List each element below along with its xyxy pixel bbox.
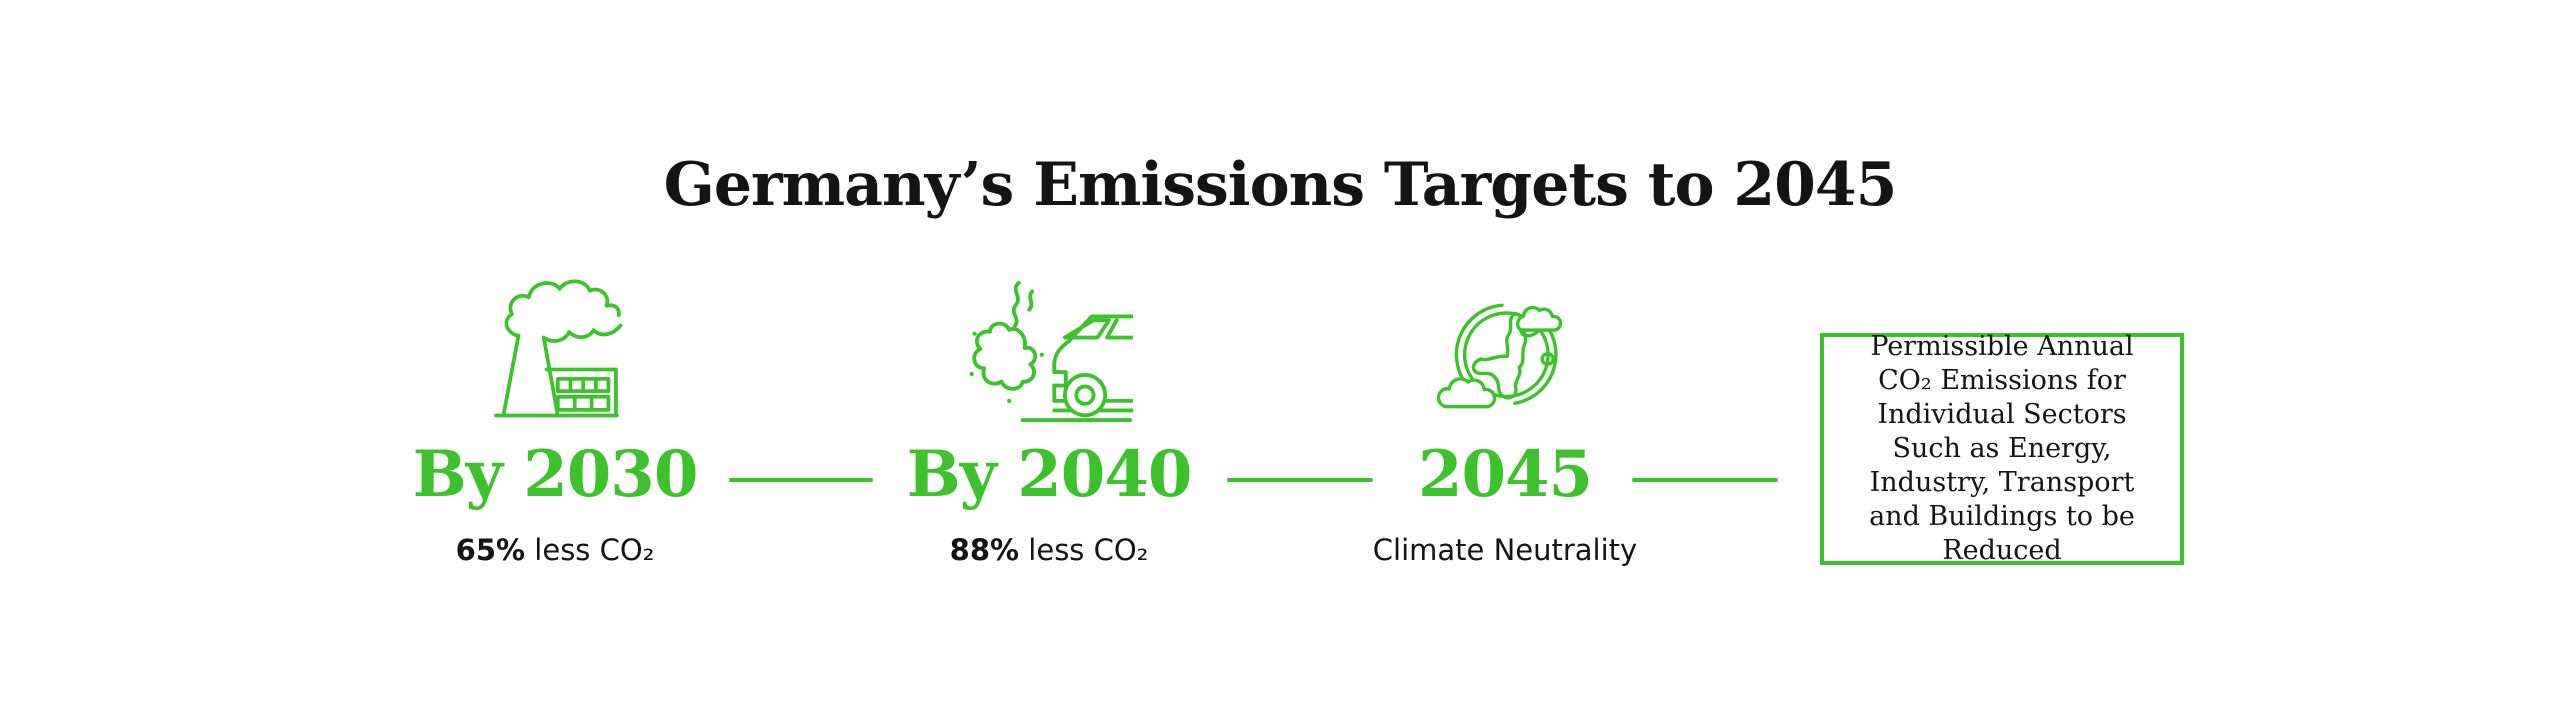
milestone-2040: By 2040 88% less CO₂ <box>839 272 1259 566</box>
stat-bold: 65% <box>455 533 526 567</box>
stat-label: 65% less CO₂ <box>456 534 655 566</box>
factory-smoke-icon <box>484 272 626 422</box>
car-exhaust-icon <box>969 280 1133 422</box>
connector-line-3 <box>1632 478 1778 482</box>
globe-clouds-icon <box>1436 303 1562 409</box>
stat-text: less CO₂ <box>1019 533 1149 567</box>
note-text: Permissible Annual CO₂ Emissions for Ind… <box>1869 331 2135 566</box>
year-label: 2045 <box>1417 437 1593 512</box>
stat-text: less CO₂ <box>525 533 655 567</box>
globe-clouds-icon <box>1433 272 1578 422</box>
stat-bold: 88% <box>949 533 1020 567</box>
page-title: Germany’s Emissions Targets to 2045 <box>663 150 1898 220</box>
milestone-2030: By 2030 65% less CO₂ <box>345 272 765 566</box>
factory-smoke-icon <box>494 279 623 418</box>
stat-label: Climate Neutrality <box>1373 534 1637 566</box>
connector-line-2 <box>1227 478 1373 482</box>
car-exhaust-icon <box>965 272 1133 422</box>
stat-label: 88% less CO₂ <box>950 534 1149 566</box>
connector-line-1 <box>729 478 873 482</box>
stat-text: Climate Neutrality <box>1372 533 1638 567</box>
note-box: Permissible Annual CO₂ Emissions for Ind… <box>1820 331 2184 566</box>
year-label: By 2030 <box>412 437 699 512</box>
milestone-2045: 2045 Climate Neutrality <box>1295 272 1715 566</box>
year-label: By 2040 <box>906 437 1193 512</box>
